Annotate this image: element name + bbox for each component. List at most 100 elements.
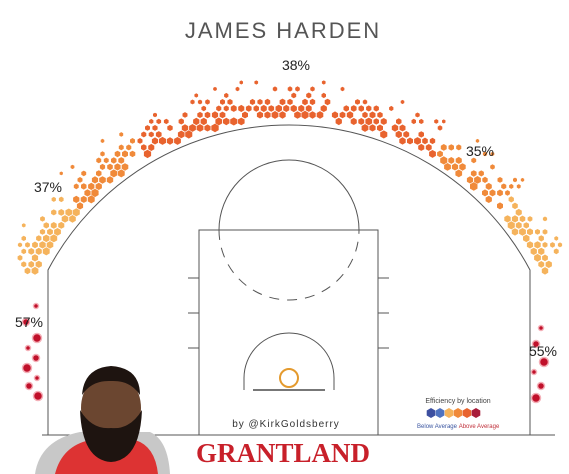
shot-hex — [504, 215, 511, 223]
shot-hex — [204, 124, 211, 132]
shot-hex — [39, 228, 46, 235]
shot-hex — [451, 163, 459, 171]
shot-hex — [58, 209, 65, 216]
shot-hex — [257, 99, 263, 105]
shot-hex — [118, 157, 125, 164]
shot-hex — [350, 117, 357, 125]
shot-hex — [65, 208, 73, 217]
shot-hex — [362, 111, 368, 119]
shot-hex — [553, 248, 559, 255]
shot-hex — [227, 99, 233, 105]
shot-hex — [509, 183, 514, 189]
shot-hex — [256, 111, 264, 119]
shot-hex — [474, 176, 481, 184]
shot-hex — [196, 124, 204, 132]
zone-label: 57% — [15, 314, 43, 330]
shot-hex — [519, 228, 526, 236]
shot-hex — [21, 223, 26, 228]
shot-hex — [205, 99, 210, 105]
shot-hex — [358, 105, 364, 112]
legend-hex — [462, 408, 472, 418]
hash-marks — [188, 277, 389, 349]
shot-hex — [294, 111, 301, 119]
shot-hex — [283, 104, 290, 112]
shot-hex — [373, 118, 379, 125]
shot-hex — [35, 247, 42, 255]
corner-shot — [536, 381, 546, 391]
shot-hex — [444, 163, 451, 171]
shot-hex — [35, 260, 42, 268]
shot-hex — [550, 242, 555, 248]
shot-hex — [51, 209, 57, 216]
shot-hexes — [17, 80, 563, 404]
shot-hex — [253, 105, 259, 112]
shot-hex — [17, 242, 23, 248]
legend: Efficiency by location Below Average Abo… — [417, 398, 500, 430]
shot-hex — [429, 137, 436, 145]
corner-shot — [538, 356, 550, 368]
shot-hex — [534, 241, 541, 249]
shot-hex — [272, 86, 278, 92]
shot-hex — [46, 241, 54, 249]
shot-hex — [25, 242, 30, 248]
shot-hex — [106, 176, 114, 184]
shot-hex — [471, 157, 477, 164]
shot-hex — [395, 130, 402, 139]
corner-shot — [24, 381, 34, 391]
shot-hex — [21, 261, 27, 268]
shot-hex — [159, 136, 166, 145]
shot-hex — [220, 99, 225, 105]
shot-hex — [485, 182, 492, 190]
shot-hex — [197, 111, 203, 118]
shot-hex — [114, 150, 121, 158]
shot-hex — [437, 150, 443, 158]
shot-hex — [316, 111, 324, 119]
shot-hex — [141, 144, 147, 151]
shot-hex — [407, 137, 413, 145]
shot-hex — [400, 99, 405, 105]
free-throw-circle — [218, 159, 360, 231]
shot-hex — [185, 130, 193, 139]
shot-hex — [73, 195, 80, 203]
shot-hex — [508, 196, 514, 203]
shot-hex — [425, 144, 432, 151]
shot-hex — [321, 80, 326, 85]
shot-hex — [32, 241, 38, 249]
shot-hex — [403, 131, 410, 138]
shot-hex — [291, 92, 297, 99]
shot-hex — [151, 137, 159, 145]
credit: by @KirkGoldsberry — [232, 419, 340, 430]
corner-shot — [530, 368, 538, 376]
shot-hex — [178, 118, 184, 125]
shot-hex — [279, 98, 286, 106]
shot-hex — [148, 131, 154, 138]
shot-hex — [490, 164, 495, 170]
shot-hex — [268, 105, 275, 112]
shot-hex — [391, 124, 399, 132]
shot-hex — [538, 261, 545, 268]
corner-shot — [530, 392, 542, 404]
shot-hex — [156, 118, 162, 125]
shot-hex — [166, 137, 174, 145]
shot-hex — [497, 202, 503, 210]
shot-hex — [456, 144, 462, 151]
brand: GRANTLAND — [196, 438, 370, 468]
shot-hex — [99, 163, 106, 170]
zone-label: 38% — [282, 57, 310, 73]
shot-hex — [114, 163, 121, 171]
shot-hex — [129, 150, 136, 158]
shot-hex — [422, 137, 428, 145]
shot-hex — [40, 216, 45, 222]
shot-hex — [58, 196, 64, 203]
shot-hex — [43, 234, 50, 243]
shot-hex — [96, 157, 102, 164]
shot-hex — [523, 234, 530, 243]
shot-hex — [545, 260, 552, 268]
shot-hex — [130, 138, 135, 144]
shot-hex — [411, 118, 416, 125]
shot-hex — [396, 118, 402, 125]
shot-hex — [346, 111, 354, 119]
shot-hex — [324, 98, 331, 106]
shot-hex — [515, 221, 522, 229]
shot-hex — [153, 112, 157, 118]
